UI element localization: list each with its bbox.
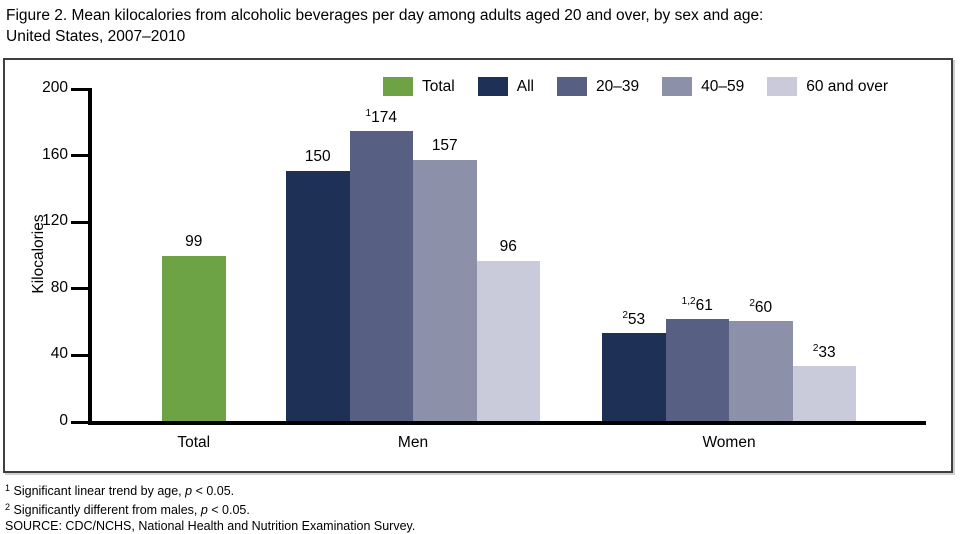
legend-label: Total — [422, 77, 455, 95]
legend-swatch-icon — [477, 77, 508, 96]
y-tick — [71, 154, 88, 158]
legend-swatch-icon — [662, 77, 693, 96]
bar-men-60 and over — [476, 261, 540, 421]
significance-superscript: 2 — [749, 298, 755, 310]
y-tick — [71, 353, 88, 357]
bar-women-all — [602, 332, 666, 421]
x-category-label-men: Men — [397, 434, 429, 451]
y-tick — [71, 287, 88, 291]
legend-swatch-icon — [767, 77, 798, 96]
bar-value-label: 99 — [185, 233, 203, 251]
bar-women-60 and over — [792, 366, 856, 421]
bar-value-label: 1,261 — [681, 296, 713, 315]
significance-superscript: 2 — [812, 343, 819, 355]
legend-swatch-icon — [383, 77, 413, 96]
y-tick — [71, 420, 88, 424]
bar-value-label: 157 — [431, 136, 458, 154]
y-tick — [71, 87, 88, 91]
bar-value-label: 96 — [499, 238, 517, 256]
bar-men-40–59 — [413, 159, 477, 421]
legend-label: All — [516, 77, 534, 95]
bar-men-all — [286, 171, 350, 421]
significance-superscript: 1 — [365, 108, 372, 120]
significance-superscript: 1,2 — [681, 296, 696, 308]
figure-title-line1: Figure 2. Mean kilocalories from alcohol… — [6, 7, 764, 24]
footnote-line: SOURCE: CDC/NCHS, National Health and Nu… — [5, 519, 416, 533]
bar-total-total — [162, 256, 226, 421]
legend-item: 40–59 — [662, 77, 744, 96]
legend-swatch-icon — [556, 77, 587, 96]
y-tick — [71, 220, 88, 224]
figure-title: Figure 2. Mean kilocalories from alcohol… — [6, 5, 763, 47]
figure-title-line2: United States, 2007–2010 — [6, 28, 186, 45]
y-axis — [88, 88, 92, 425]
footnote-superscript: 2 — [5, 502, 11, 512]
y-tick-label: 80 — [50, 278, 68, 296]
y-tick-label: 0 — [59, 412, 68, 429]
y-tick-label: 40 — [50, 345, 68, 363]
x-category-label-women: Women — [702, 434, 756, 451]
y-tick-label: 160 — [42, 145, 68, 163]
legend-item: All — [477, 77, 534, 96]
legend-item: 60 and over — [767, 77, 888, 96]
bar-men-20–39 — [349, 131, 413, 421]
y-tick-label: 120 — [42, 212, 68, 230]
bar-value-label: 260 — [749, 298, 773, 317]
y-tick-label: 200 — [42, 79, 68, 96]
x-category-label-total: Total — [177, 434, 211, 451]
bar-value-label: 253 — [622, 309, 646, 328]
bar-women-40–59 — [729, 321, 793, 421]
legend: Total All 20–39 40–59 60 and over — [383, 77, 888, 96]
bar-value-label: 150 — [304, 148, 331, 166]
bar-value-label: 1174 — [365, 108, 397, 127]
x-axis — [88, 421, 926, 425]
footnotes: 1 Significant linear trend by age, p < 0… — [5, 480, 415, 534]
footnote-line: 1 Significant linear trend by age, p < 0… — [5, 483, 235, 498]
significance-superscript: 2 — [622, 309, 628, 321]
legend-label: 60 and over — [806, 77, 889, 95]
bar-value-label: 233 — [812, 343, 836, 362]
legend-label: 20–39 — [595, 77, 640, 95]
legend-item: Total — [383, 77, 455, 96]
legend-label: 40–59 — [701, 77, 745, 95]
legend-item: 20–39 — [556, 77, 640, 96]
footnote-superscript: 1 — [5, 483, 11, 493]
bar-women-20–39 — [665, 319, 729, 421]
footnote-line: 2 Significantly different from males, p … — [5, 502, 250, 517]
